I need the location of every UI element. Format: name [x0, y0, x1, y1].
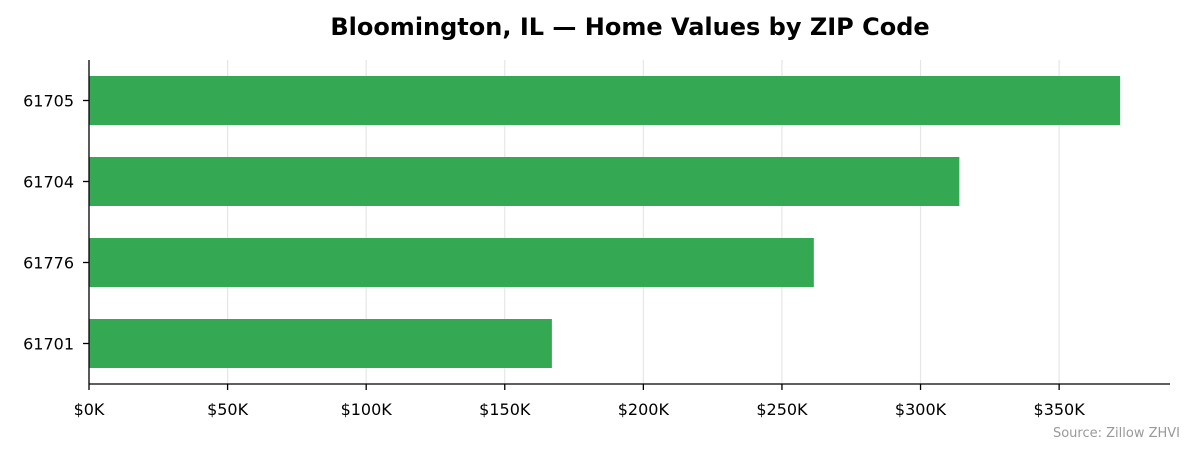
x-tick-label-2: $100K	[341, 400, 393, 419]
bar-61704	[89, 157, 960, 206]
y-tick-label-61704: 61704	[23, 173, 74, 192]
y-tick-label-61705: 61705	[23, 92, 74, 111]
x-tick-label-3: $150K	[479, 400, 531, 419]
x-tick-label-6: $300K	[895, 400, 947, 419]
x-tick-label-5: $250K	[756, 400, 808, 419]
bar-61776	[89, 238, 814, 287]
x-tick-label-4: $200K	[618, 400, 670, 419]
x-tick-label-0: $0K	[74, 400, 105, 419]
source-note: Source: Zillow ZHVI	[1053, 426, 1180, 441]
bars	[89, 76, 1121, 368]
chart-title: Bloomington, IL — Home Values by ZIP Cod…	[330, 13, 929, 41]
y-tick-label-61701: 61701	[23, 335, 74, 354]
axes: $0K $50K $100K $150K $200K $250K $300K $350K 617…	[23, 60, 1170, 419]
x-tick-label-7: $350K	[1034, 400, 1086, 419]
bar-61701	[89, 319, 552, 368]
x-tick-label-1: $50K	[207, 400, 249, 419]
bar-61705	[89, 76, 1121, 125]
y-tick-label-61776: 61776	[23, 254, 74, 273]
